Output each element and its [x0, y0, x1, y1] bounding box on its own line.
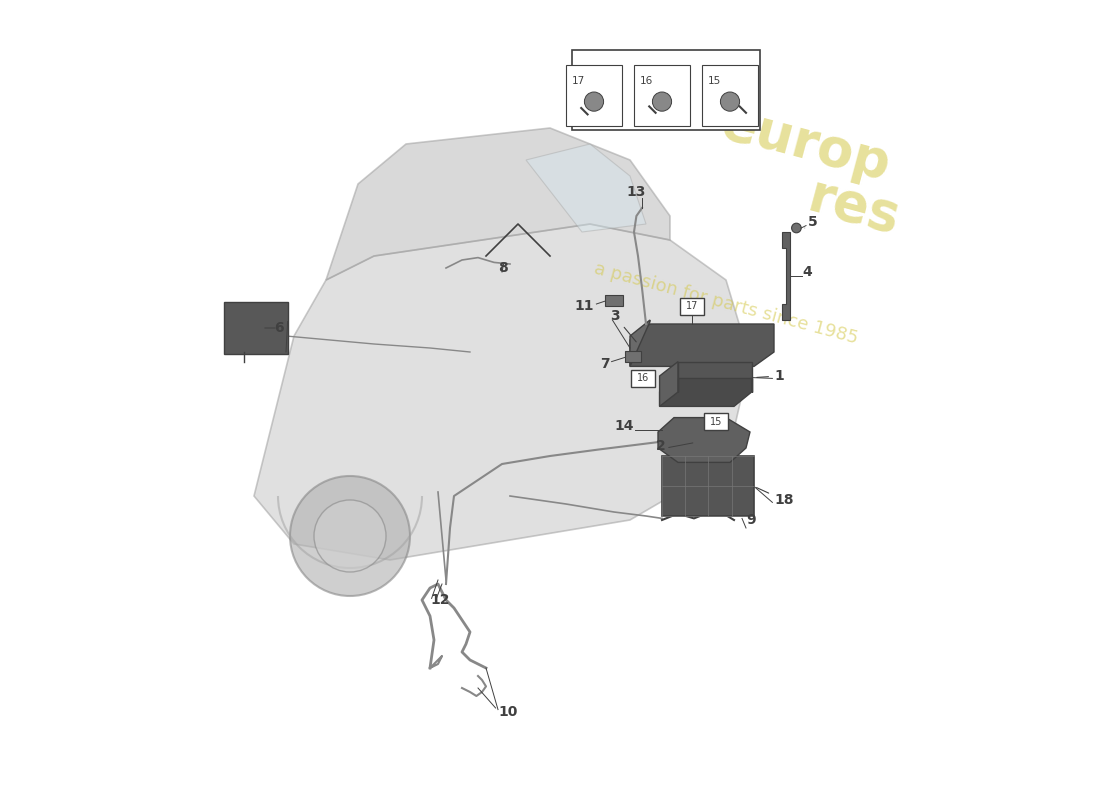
FancyBboxPatch shape [566, 65, 621, 126]
FancyBboxPatch shape [635, 65, 690, 126]
FancyBboxPatch shape [662, 456, 754, 516]
Polygon shape [254, 224, 750, 560]
Text: 16: 16 [637, 374, 649, 383]
FancyBboxPatch shape [605, 295, 623, 306]
Text: 15: 15 [708, 76, 722, 86]
Circle shape [584, 92, 604, 111]
FancyBboxPatch shape [625, 351, 641, 362]
Polygon shape [782, 232, 790, 320]
Polygon shape [326, 128, 670, 280]
Text: 11: 11 [574, 299, 594, 314]
FancyBboxPatch shape [630, 370, 654, 387]
Circle shape [792, 223, 801, 233]
FancyBboxPatch shape [704, 413, 728, 430]
Circle shape [720, 92, 739, 111]
Text: 15: 15 [711, 417, 723, 426]
Polygon shape [678, 362, 751, 392]
Polygon shape [526, 144, 646, 232]
Text: 7: 7 [601, 357, 610, 371]
Text: res: res [802, 171, 905, 245]
Text: 13: 13 [627, 185, 646, 199]
Text: 12: 12 [430, 593, 450, 607]
FancyBboxPatch shape [703, 65, 758, 126]
Text: 17: 17 [686, 302, 698, 311]
Polygon shape [630, 324, 774, 366]
Polygon shape [660, 362, 678, 406]
FancyBboxPatch shape [572, 50, 760, 130]
Polygon shape [630, 320, 650, 366]
Text: 1: 1 [757, 369, 783, 383]
Text: 18: 18 [757, 487, 793, 507]
Text: 10: 10 [498, 705, 517, 719]
Polygon shape [660, 378, 751, 406]
FancyBboxPatch shape [224, 302, 287, 354]
FancyBboxPatch shape [681, 298, 704, 315]
Circle shape [290, 476, 410, 596]
Text: europ: europ [716, 97, 896, 191]
Text: 6: 6 [274, 321, 284, 335]
Text: 3: 3 [610, 309, 636, 342]
Text: 8: 8 [498, 261, 508, 275]
Polygon shape [658, 418, 750, 462]
Text: 14: 14 [615, 419, 634, 434]
Text: 9: 9 [746, 513, 756, 527]
Text: 4: 4 [802, 265, 812, 279]
Text: 2: 2 [657, 439, 665, 454]
FancyBboxPatch shape [678, 435, 695, 450]
Circle shape [314, 500, 386, 572]
Text: 17: 17 [572, 76, 585, 86]
Circle shape [652, 92, 672, 111]
Text: 16: 16 [640, 76, 653, 86]
Text: a passion for parts since 1985: a passion for parts since 1985 [592, 260, 860, 348]
Text: 5: 5 [807, 214, 817, 229]
